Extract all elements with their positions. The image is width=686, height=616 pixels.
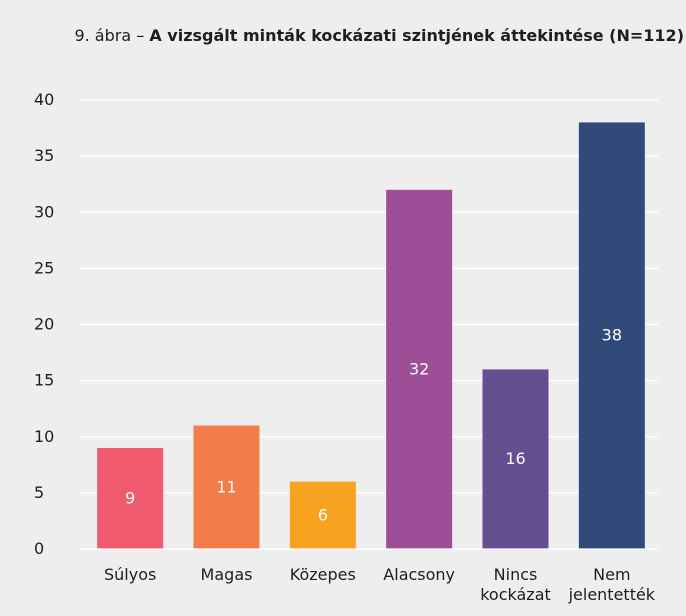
chart-title-main: A vizsgált minták kockázati szintjének á… xyxy=(149,26,684,45)
y-tick-label: 0 xyxy=(34,539,44,558)
category-label: Nem xyxy=(593,565,630,584)
data-label-5: 38 xyxy=(602,326,622,345)
chart-title-prefix: 9. ábra – xyxy=(74,26,150,45)
category-label: Közepes xyxy=(290,565,356,584)
category-label: Magas xyxy=(201,565,253,584)
y-tick-label: 30 xyxy=(34,202,54,221)
bar-2 xyxy=(289,481,356,549)
y-tick-label: 15 xyxy=(34,371,54,390)
data-label-4: 16 xyxy=(505,449,525,468)
category-label: Nincs xyxy=(494,565,538,584)
y-tick-label: 25 xyxy=(34,258,54,277)
bar-0 xyxy=(97,447,164,549)
chart-title: 9. ábra – A vizsgált minták kockázati sz… xyxy=(0,26,686,45)
y-tick-label: 35 xyxy=(34,146,54,165)
data-label-1: 11 xyxy=(216,477,236,496)
bar-4 xyxy=(482,369,549,549)
category-label: kockázat xyxy=(480,585,551,604)
category-label: Alacsony xyxy=(383,565,455,584)
category-label: Súlyos xyxy=(104,565,156,584)
y-tick-label: 40 xyxy=(34,90,54,109)
data-label-3: 32 xyxy=(409,359,429,378)
category-label: jelentették xyxy=(568,585,656,604)
bar-5 xyxy=(578,122,645,549)
y-tick-label: 10 xyxy=(34,427,54,446)
data-label-2: 6 xyxy=(318,505,328,524)
bar-3 xyxy=(386,189,453,550)
y-tick-label: 5 xyxy=(34,483,44,502)
bar-1 xyxy=(193,425,260,549)
y-tick-label: 20 xyxy=(34,315,54,334)
data-label-0: 9 xyxy=(125,488,135,507)
